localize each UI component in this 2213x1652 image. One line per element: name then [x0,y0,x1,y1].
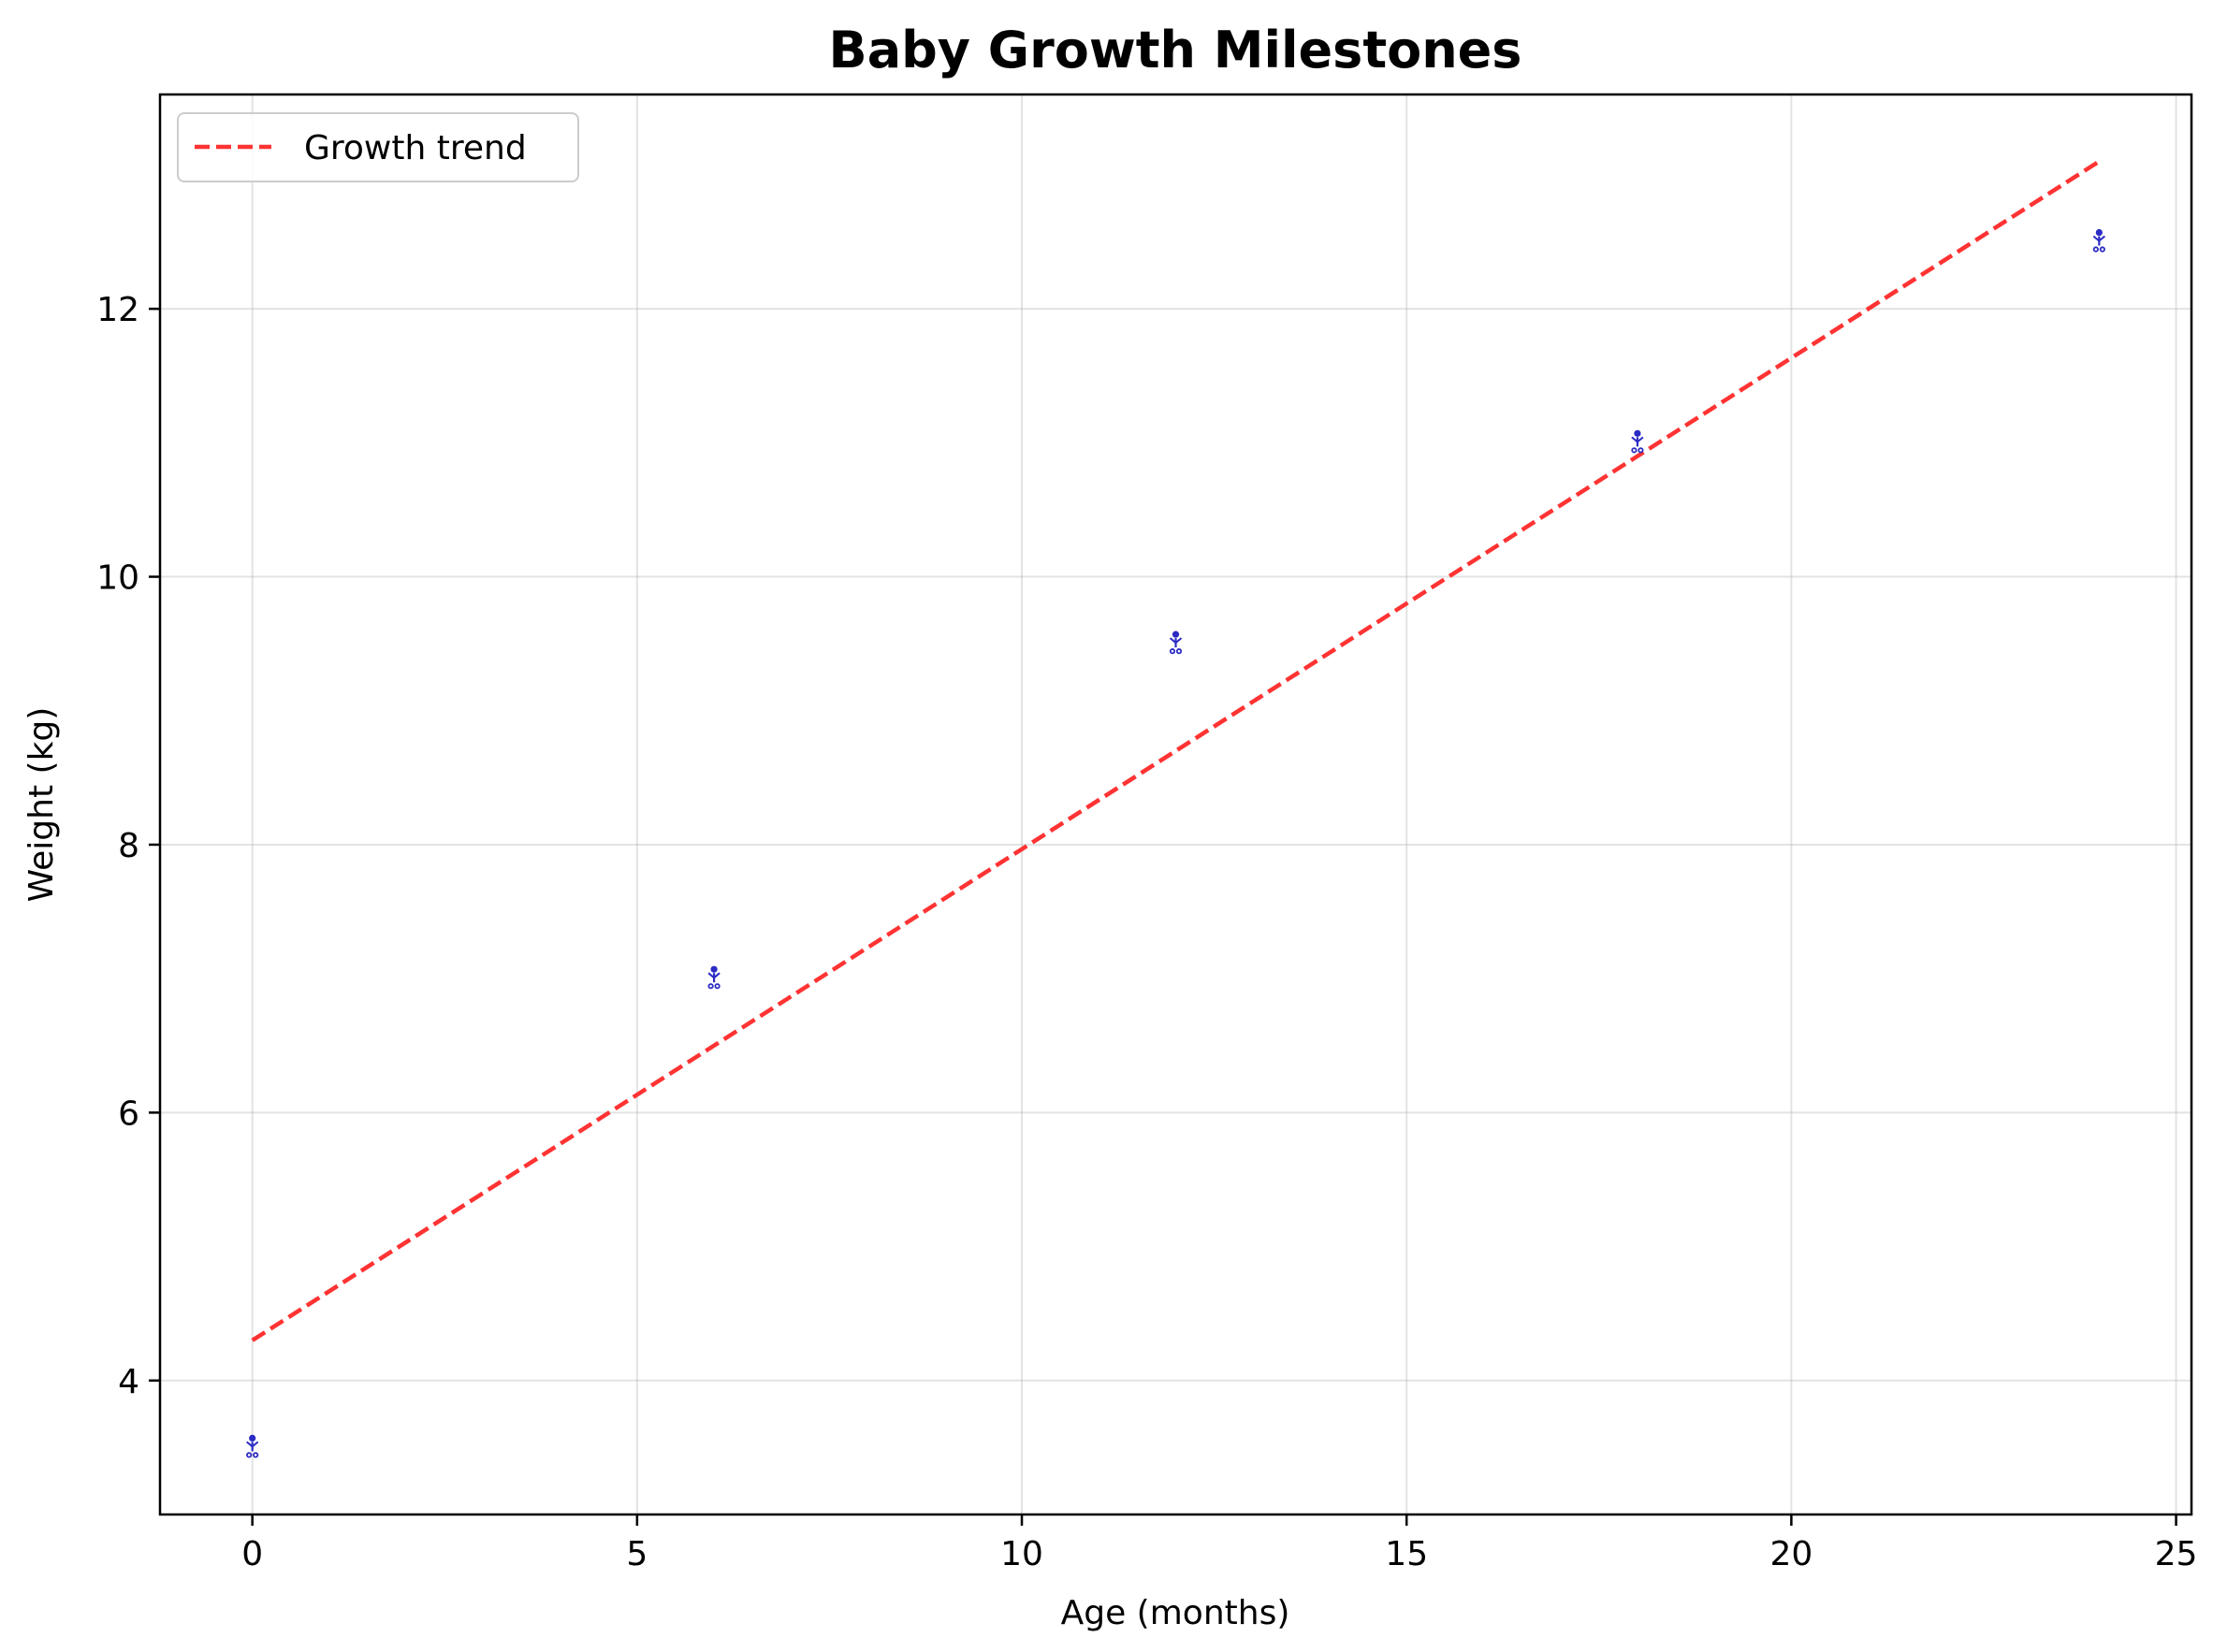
legend: Growth trend [177,112,579,182]
y-tick-label-10: 10 [96,559,139,598]
y-axis-label: Weight (kg) [22,707,61,903]
baby-head [249,1434,256,1442]
baby-foot-left [1631,447,1638,454]
data-points [246,228,2105,1458]
x-tick-label-10: 10 [1000,1535,1043,1573]
baby-marker-point-4 [2092,228,2105,253]
baby-head [1172,630,1180,638]
baby-marker-point-0 [246,1434,259,1458]
x-tick-label-20: 20 [1769,1535,1813,1573]
baby-marker-point-1 [707,965,721,990]
baby-head [1634,429,1641,437]
baby-foot-right [2099,246,2105,253]
plot-frame [158,93,2193,1516]
x-tick-label-15: 15 [1385,1535,1428,1573]
grid [160,94,2191,1514]
baby-foot-left [1169,648,1176,655]
legend-trend-label: Growth trend [304,129,527,167]
baby-foot-right [1638,447,1644,454]
baby-foot-right [714,983,721,990]
x-axis-label: Age (months) [1061,1594,1290,1632]
chart-title: Baby Growth Milestones [829,21,1522,80]
baby-foot-left [2092,246,2099,253]
baby-head [2095,228,2103,237]
baby-foot-left [707,983,714,990]
axis-ticks: 0 5 10 15 20 25 4 6 8 10 12 [96,291,2197,1573]
x-tick-label-5: 5 [626,1535,648,1573]
legend-box [177,112,579,182]
baby-marker-point-2 [1169,630,1183,655]
x-tick-label-25: 25 [2155,1535,2198,1573]
x-tick-label-0: 0 [241,1535,263,1573]
baby-head [710,965,718,973]
baby-foot-left [246,1452,253,1458]
baby-marker-point-3 [1631,429,1644,454]
baby-foot-right [253,1452,259,1458]
y-tick-label-8: 8 [118,827,139,865]
y-tick-label-6: 6 [118,1094,139,1133]
y-tick-label-12: 12 [96,291,139,329]
baby-foot-right [1175,648,1183,655]
y-tick-label-4: 4 [118,1363,139,1401]
